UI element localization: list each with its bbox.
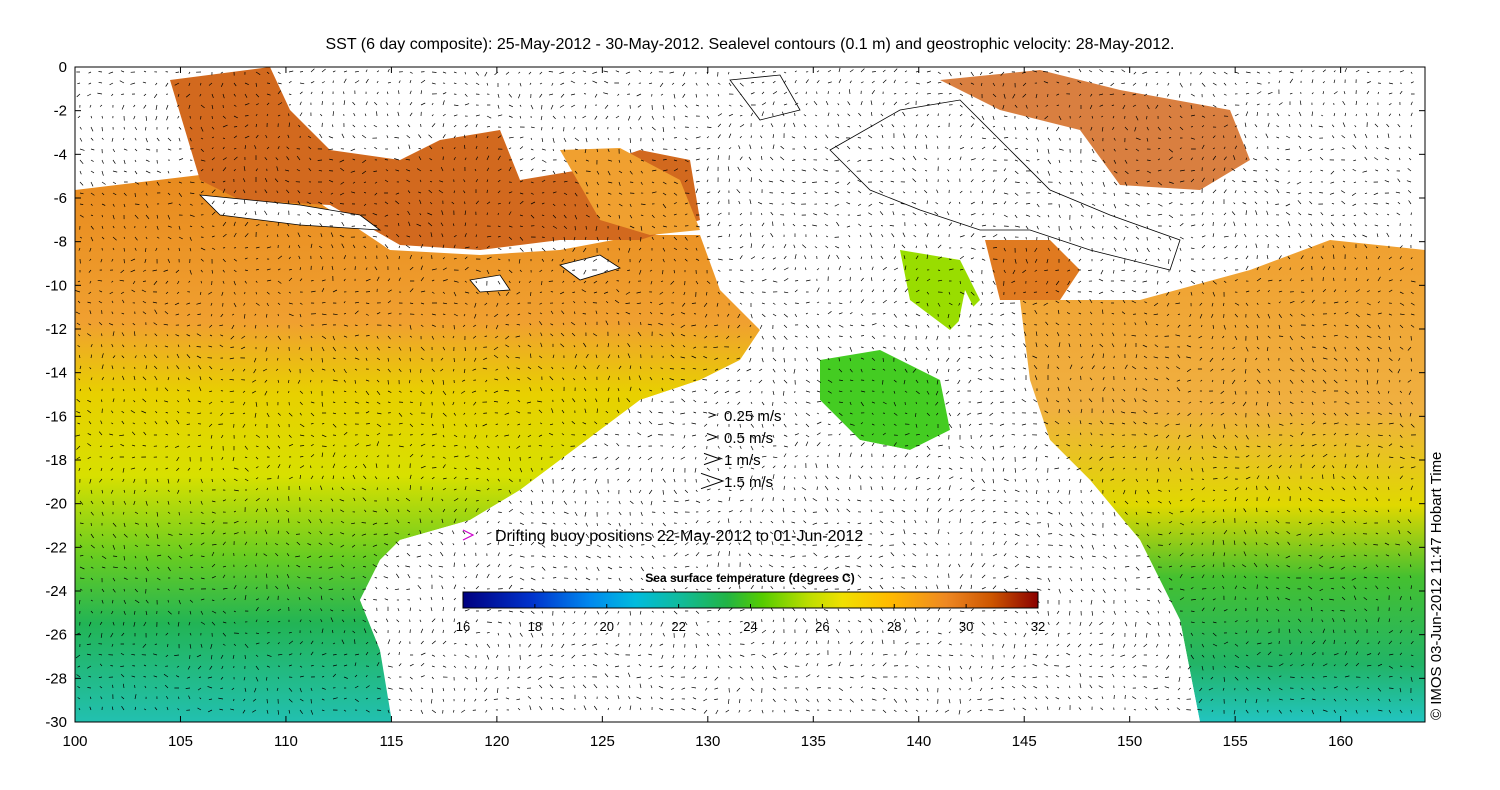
credit-text: © IMOS 03-Jun-2012 11:47 Hobart Time xyxy=(1428,451,1445,720)
page-title: SST (6 day composite): 25-May-2012 - 30-… xyxy=(325,36,1175,53)
colorbar-tick-label: 22 xyxy=(671,619,685,634)
y-tick-label: 0 xyxy=(59,59,67,76)
x-axis: 100 105 110 115 120 125 130 135 140 145 150 155 160 xyxy=(62,67,1353,750)
y-tick-label: -24 xyxy=(45,583,67,600)
colorbar-title: Sea surface temperature (degrees C) xyxy=(645,571,854,585)
y-tick-label: -18 xyxy=(45,452,67,469)
y-tick-label: -6 xyxy=(54,190,67,207)
x-tick-label: 125 xyxy=(590,733,615,750)
y-tick-label: -20 xyxy=(45,496,67,513)
y-tick-label: -16 xyxy=(45,408,67,425)
colorbar-tick-label: 26 xyxy=(815,619,829,634)
buoy-legend: Drifting buoy positions 22-May-2012 to 0… xyxy=(462,528,863,545)
velocity-legend-label: 1.5 m/s xyxy=(724,474,773,491)
colorbar: Sea surface temperature (degrees C) 16 18… xyxy=(456,571,1045,634)
colorbar-tick-label: 16 xyxy=(456,619,470,634)
y-tick-label: -2 xyxy=(54,103,67,120)
colorbar-tick-label: 18 xyxy=(528,619,542,634)
colorbar-tick-label: 32 xyxy=(1031,619,1045,634)
y-tick-label: -12 xyxy=(45,321,67,338)
x-tick-label: 105 xyxy=(168,733,193,750)
x-tick-label: 150 xyxy=(1117,733,1142,750)
x-tick-label: 130 xyxy=(695,733,720,750)
colorbar-tick-label: 28 xyxy=(887,619,901,634)
colorbar-tick-label: 24 xyxy=(743,619,757,634)
buoy-marker-icon xyxy=(462,529,475,541)
y-tick-label: -8 xyxy=(54,234,67,251)
colorbar-tick-label: 30 xyxy=(959,619,973,634)
velocity-vectors xyxy=(75,67,1416,715)
y-axis: 0 -2 -4 -6 -8 -10 -12 -14 -16 -18 -20 -22 -24 -26 -28 -… xyxy=(45,59,1425,731)
x-tick-label: 135 xyxy=(801,733,826,750)
y-tick-label: -26 xyxy=(45,627,67,644)
y-tick-label: -30 xyxy=(45,714,67,731)
velocity-legend-label: 1 m/s xyxy=(724,452,761,469)
velocity-legend-label: 0.25 m/s xyxy=(724,408,782,425)
x-tick-label: 140 xyxy=(906,733,931,750)
buoy-legend-label: Drifting buoy positions 22-May-2012 to 0… xyxy=(495,528,863,545)
plot-frame xyxy=(74,66,1426,723)
y-tick-label: -28 xyxy=(45,670,67,687)
x-tick-label: 100 xyxy=(62,733,87,750)
velocity-vector-field xyxy=(75,67,1416,715)
velocity-legend-label: 0.5 m/s xyxy=(724,430,773,447)
velocity-arrow-icon xyxy=(706,433,719,441)
y-tick-label: -22 xyxy=(45,539,67,556)
x-tick-label: 155 xyxy=(1223,733,1248,750)
velocity-arrow-icon xyxy=(703,452,722,466)
x-tick-label: 115 xyxy=(379,733,403,750)
y-tick-label: -14 xyxy=(45,365,67,382)
x-tick-label: 120 xyxy=(484,733,509,750)
sst-field xyxy=(75,67,1425,722)
x-tick-label: 160 xyxy=(1328,733,1353,750)
x-tick-label: 110 xyxy=(274,733,298,750)
velocity-arrow-icon xyxy=(708,412,718,418)
velocity-legend: 0.25 m/s 0.5 m/s 1 m/s 1.5 m/s xyxy=(700,408,782,491)
y-tick-label: -10 xyxy=(45,277,67,294)
y-tick-label: -4 xyxy=(54,146,67,163)
x-tick-label: 145 xyxy=(1012,733,1037,750)
colorbar-tick-label: 20 xyxy=(600,619,614,634)
velocity-arrow-icon xyxy=(700,472,725,490)
